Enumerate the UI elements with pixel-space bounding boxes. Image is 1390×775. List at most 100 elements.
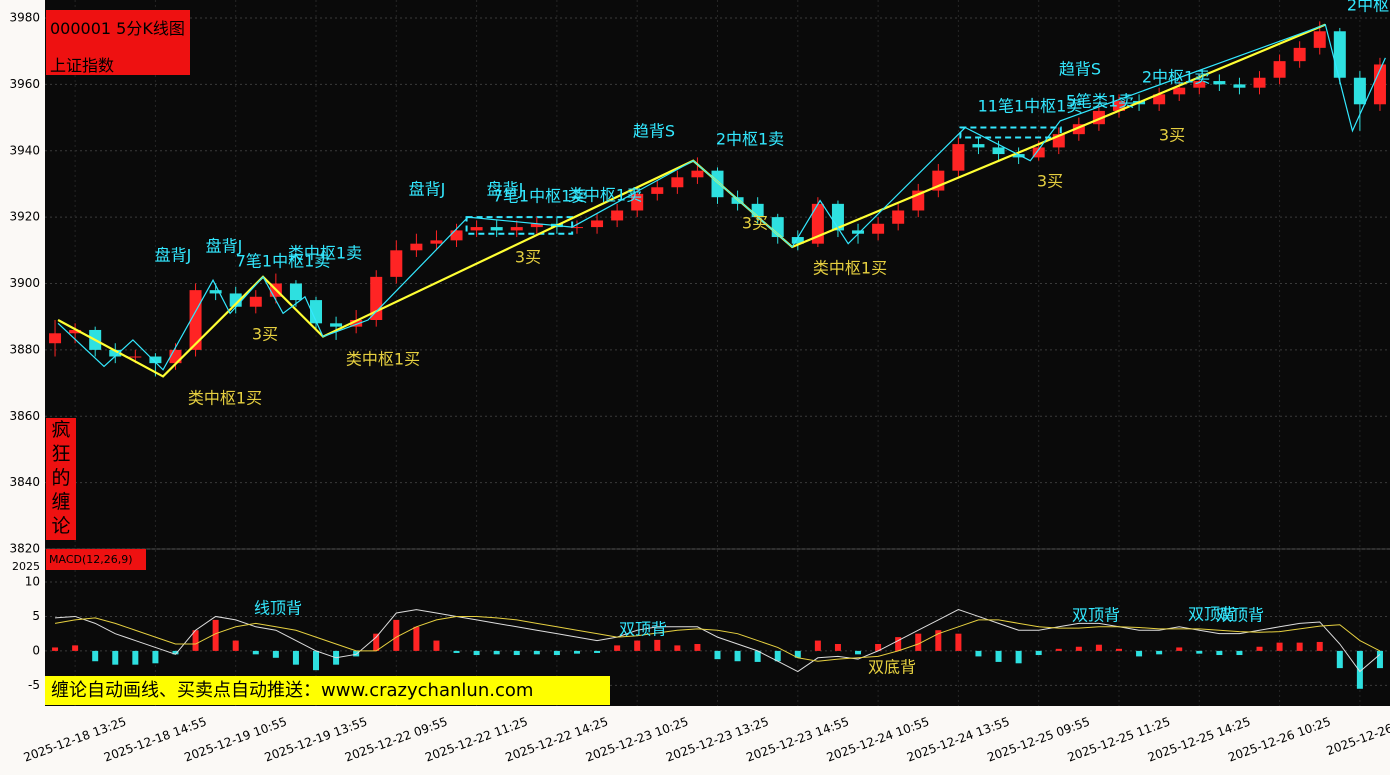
chart-title: 000001 5分K线图 <box>50 19 185 38</box>
candle-body <box>1153 94 1166 105</box>
macd-bar <box>774 650 781 662</box>
macd-bar <box>272 650 279 658</box>
annotation: 盘背J <box>155 246 192 265</box>
annotation: 2中枢1卖 <box>1142 68 1210 87</box>
candle-body <box>1193 81 1206 88</box>
macd-bar <box>1296 642 1303 651</box>
macd-bar <box>172 650 179 655</box>
candle-body <box>350 320 363 327</box>
candle-body <box>992 147 1005 155</box>
macd-bar <box>1376 650 1383 669</box>
annotation: 盘背J <box>206 237 243 256</box>
candle-body <box>611 210 624 221</box>
macd-bar <box>814 640 821 651</box>
candle-body <box>69 329 82 334</box>
x-tick-label: 2025-12-26 <box>1325 721 1390 758</box>
macd-bar <box>493 650 500 655</box>
macd-bar <box>553 650 560 656</box>
macd-bar <box>714 650 721 660</box>
y-tick-label: 3900 <box>9 276 40 290</box>
annotation: 7笔1中枢1卖 <box>493 187 588 206</box>
macd-bar <box>212 619 219 651</box>
candle-body <box>1032 147 1045 158</box>
macd-bar <box>72 645 79 651</box>
annotation: 3买 <box>515 248 541 267</box>
candle-body <box>249 296 262 307</box>
annotation: 5笔类1卖 <box>1066 92 1134 111</box>
macd-bar <box>834 644 841 651</box>
annotation: 趋背S <box>633 122 675 141</box>
candle-body <box>109 349 122 357</box>
y-tick-label: -5 <box>28 678 40 692</box>
candle-body <box>310 300 323 324</box>
y-tick-label: 3960 <box>9 77 40 91</box>
annotation: 3买 <box>252 325 278 344</box>
annotation: 类中枢1买 <box>813 259 887 278</box>
macd-bar <box>654 639 661 651</box>
candle-body <box>149 356 162 364</box>
annotation: 趋背S <box>1059 60 1101 79</box>
candle-body <box>1353 77 1366 105</box>
annotation: 双顶背 <box>1216 606 1264 625</box>
macd-bar <box>895 637 902 651</box>
annotation: 线顶背 <box>254 599 302 618</box>
macd-line <box>54 615 1381 662</box>
annotation: 双顶背 <box>619 620 667 639</box>
annotation: 2中枢1卖 <box>716 130 784 149</box>
candle-body <box>852 230 865 234</box>
macd-bar <box>292 650 299 665</box>
macd-bar <box>1075 646 1082 651</box>
candle-body <box>1173 87 1186 95</box>
macd-bar <box>473 650 480 656</box>
macd-bar <box>192 630 199 651</box>
candle-body <box>570 227 583 229</box>
macd-bar <box>92 650 99 662</box>
annotation: 类中枢1买 <box>346 350 420 369</box>
annotation: 3买 <box>1037 172 1063 191</box>
macd-bar <box>1095 644 1102 651</box>
macd-bar <box>52 647 59 651</box>
zhongshu-box <box>465 216 574 235</box>
macd-bar <box>393 619 400 651</box>
candle-body <box>1253 77 1266 88</box>
macd-bar <box>694 644 701 651</box>
macd-bar <box>1035 650 1042 656</box>
candle-body <box>691 170 704 178</box>
candle-body <box>972 144 985 148</box>
macd-bar <box>975 650 982 657</box>
banner: 缠论自动画线、买卖点自动推送：www.crazychanlun.com <box>45 676 610 705</box>
candle-body <box>510 227 523 231</box>
candle-body <box>1273 61 1286 78</box>
macd-bar <box>433 640 440 651</box>
candle-body <box>209 290 222 294</box>
annotation: 类中枢1卖 <box>568 186 642 205</box>
macd-bar <box>1276 642 1283 651</box>
candle-body <box>410 243 423 251</box>
chart-subtitle: 上证指数 <box>50 56 115 75</box>
title-box: 000001 5分K线图 上证指数 <box>46 10 190 75</box>
macd-bar <box>794 650 801 658</box>
macd-bar <box>252 650 259 655</box>
y-tick-label: 3880 <box>9 342 40 356</box>
annotation: 盘背J <box>487 180 524 199</box>
macd-bar <box>353 650 360 657</box>
y-tick-label: 3920 <box>9 210 40 224</box>
annotation: 双顶背 <box>1188 605 1236 624</box>
macd-bar <box>634 640 641 651</box>
macd-line <box>55 609 1381 673</box>
annotation: 双顶背 <box>1072 606 1120 625</box>
annotation: 盘背J <box>409 180 446 199</box>
annotation: 11笔1中枢1卖 <box>978 97 1083 116</box>
macd-bar <box>413 626 420 651</box>
candle-body <box>1313 31 1326 48</box>
macd-bar <box>1055 648 1062 651</box>
macd-bar <box>915 633 922 651</box>
candle-body <box>1333 31 1346 78</box>
annotation: 双底背 <box>868 658 916 677</box>
macd-bar <box>1156 650 1163 655</box>
candle-body <box>651 187 664 194</box>
macd-bar <box>614 645 621 651</box>
candle-body <box>49 333 62 344</box>
candle-body <box>330 323 343 327</box>
